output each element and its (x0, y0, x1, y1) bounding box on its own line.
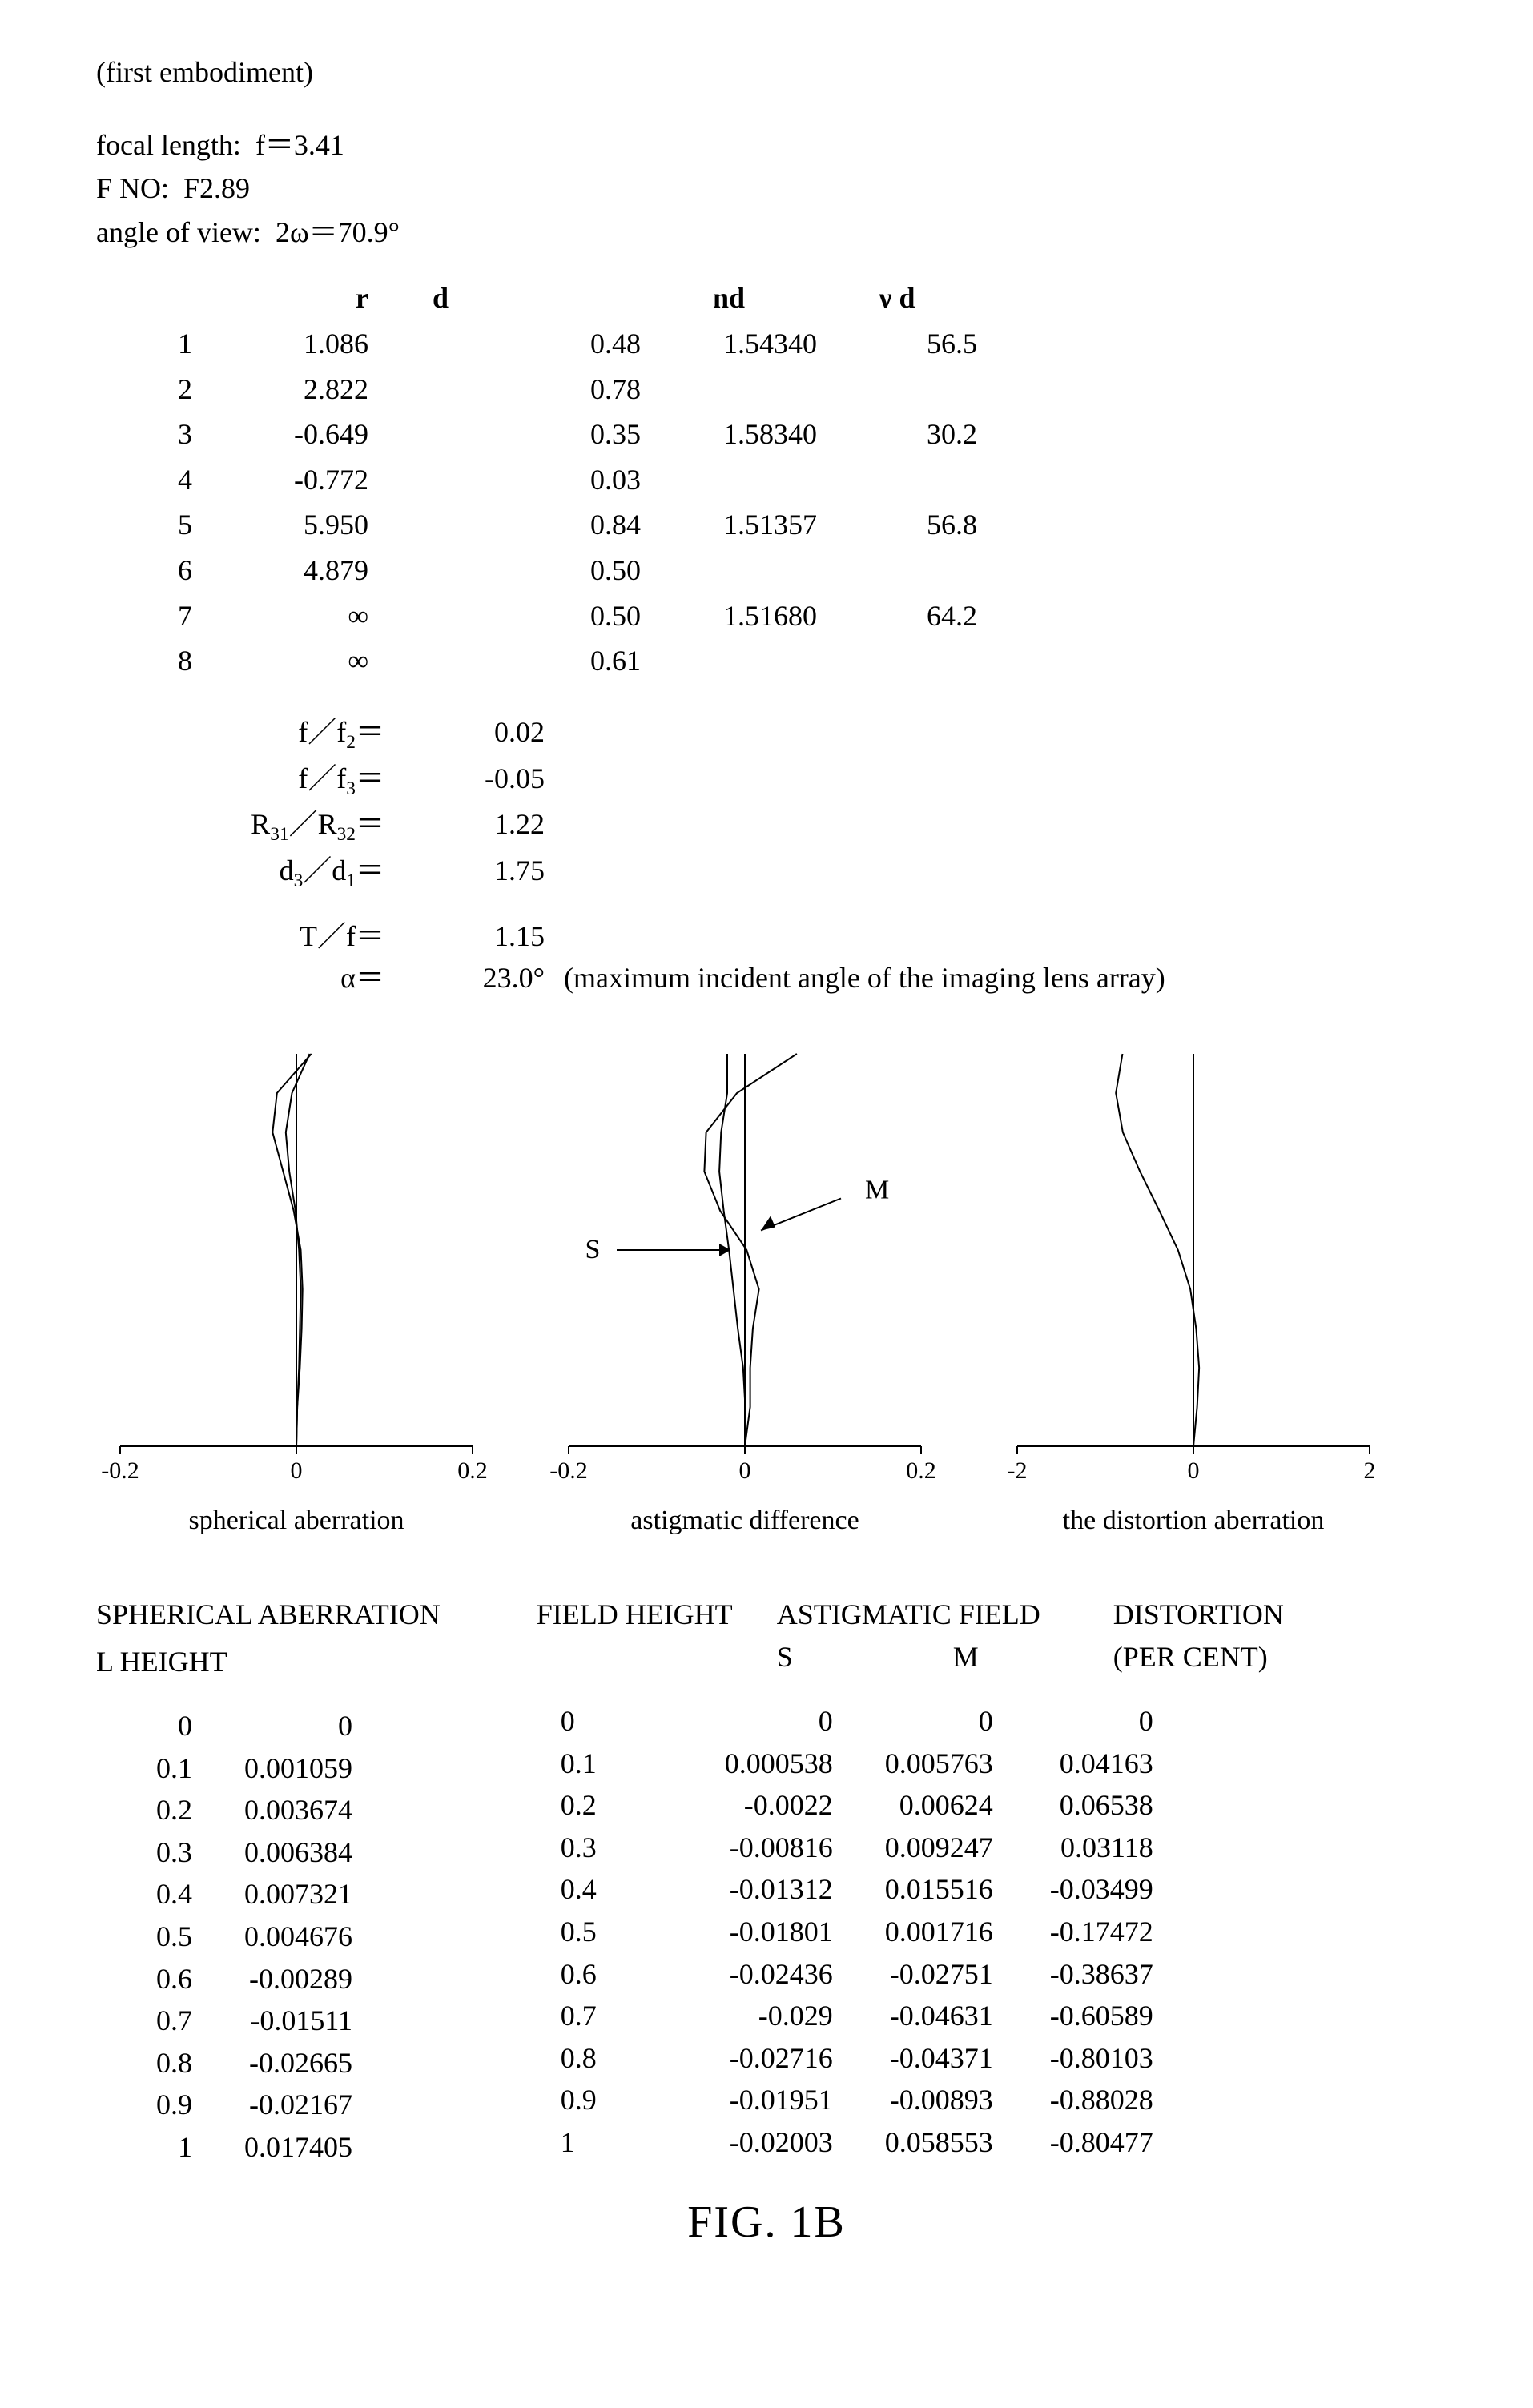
table-row: 11.0860.481.5434056.5 (96, 321, 977, 367)
table-row: 0.6-0.00289 (96, 1958, 352, 2000)
table-row: 0.8-0.02716-0.04371-0.80103 (537, 2037, 1153, 2080)
lens-data-table: r d nd ν d 11.0860.481.5434056.522.8220.… (96, 275, 977, 683)
sa-title1: SPHERICAL ABERRATION (96, 1595, 441, 1634)
focal-label: focal length: (96, 129, 241, 161)
afd-field-height: FIELD HEIGHT (537, 1595, 777, 1676)
distortion-caption: the distortion aberration (993, 1502, 1394, 1539)
aov-value: 2ω＝70.9° (276, 216, 400, 248)
ratio-r31-r32-label: R31／R32＝ (96, 805, 416, 848)
table-row: 00 (96, 1705, 352, 1747)
table-row: 0.20.003674 (96, 1789, 352, 1831)
table-row: 0.2-0.00220.006240.06538 (537, 1784, 1153, 1827)
aov-label: angle of view: (96, 216, 261, 248)
distortion-aberration-chart: -2 0 2 the distortion aberration (993, 1046, 1394, 1539)
table-row: 0.9-0.01951-0.00893-0.88028 (537, 2079, 1153, 2121)
table-row: 0.9-0.02167 (96, 2084, 352, 2126)
table-row: 1-0.020030.058553-0.80477 (537, 2121, 1153, 2164)
svg-text:0.2: 0.2 (906, 1457, 936, 1484)
f-number: F NO: F2.89 (96, 169, 1437, 208)
table-row: 0.40.007321 (96, 1873, 352, 1916)
table-row: 8∞0.61 (96, 638, 977, 684)
ratio-r31-r32-value: 1.22 (416, 805, 545, 844)
spherical-caption: spherical aberration (96, 1502, 497, 1539)
svg-text:-0.2: -0.2 (549, 1457, 588, 1484)
col-nd: nd (641, 275, 817, 321)
afd-m: M (953, 1638, 1113, 1677)
ratio-alpha-note: (maximum incident angle of the imaging l… (545, 959, 1165, 998)
table-row: 22.8220.78 (96, 367, 977, 412)
ratio-f-f2-value: 0.02 (416, 713, 545, 752)
col-vd: ν d (817, 275, 977, 321)
fno-label: F NO: (96, 172, 169, 204)
angle-of-view: angle of view: 2ω＝70.9° (96, 213, 1437, 252)
astigmatic-difference-chart: -0.2 0 0.2 S M astigmatic difference (545, 1046, 945, 1539)
table-row: 0000 (537, 1700, 1153, 1743)
svg-text:0.2: 0.2 (457, 1457, 488, 1484)
ratio-alpha-value: 23.0° (416, 959, 545, 998)
svg-text:0: 0 (739, 1457, 751, 1484)
col-d: d (368, 275, 641, 321)
ratio-alpha-label: α＝ (96, 959, 416, 998)
svg-text:-2: -2 (1008, 1457, 1028, 1484)
svg-text:0: 0 (291, 1457, 303, 1484)
ratio-f-f2-label: f／f2＝ (96, 713, 416, 756)
table-row: 0.30.006384 (96, 1831, 352, 1874)
table-row: 3-0.6490.351.5834030.2 (96, 412, 977, 457)
table-row: 64.8790.50 (96, 548, 977, 593)
astigmatic-distortion-table: FIELD HEIGHT ASTIGMATIC FIELD DISTORTION… (537, 1595, 1273, 2169)
charts-row: -0.2 0 0.2 spherical aberration -0.2 0 0.2 S M… (96, 1046, 1394, 1539)
data-tables: SPHERICAL ABERRATION L HEIGHT 000.10.001… (96, 1595, 1437, 2169)
svg-text:-0.2: -0.2 (101, 1457, 139, 1484)
table-row: 0.50.004676 (96, 1916, 352, 1958)
svg-text:S: S (585, 1235, 601, 1264)
table-row: 0.6-0.02436-0.02751-0.38637 (537, 1953, 1153, 1996)
focal-length: focal length: f＝3.41 (96, 126, 1437, 165)
sa-title2: L HEIGHT (96, 1642, 441, 1682)
fno-value: F2.89 (183, 172, 250, 204)
afd-astigmatic: ASTIGMATIC FIELD (777, 1595, 1113, 1634)
table-row: 10.017405 (96, 2126, 352, 2169)
astigmatic-caption: astigmatic difference (545, 1502, 945, 1539)
spherical-aberration-chart: -0.2 0 0.2 spherical aberration (96, 1046, 497, 1539)
ratio-d3-d1-value: 1.75 (416, 851, 545, 890)
ratio-d3-d1-label: d3／d1＝ (96, 851, 416, 894)
ratio-f-f3-value: -0.05 (416, 759, 545, 798)
table-row: 0.10.001059 (96, 1747, 352, 1790)
table-row: 7∞0.501.5168064.2 (96, 593, 977, 639)
ratio-f-f3-label: f／f3＝ (96, 759, 416, 802)
svg-text:M: M (865, 1176, 889, 1205)
afd-s: S (777, 1638, 953, 1677)
spherical-aberration-table: SPHERICAL ABERRATION L HEIGHT 000.10.001… (96, 1595, 441, 2169)
afd-distortion: DISTORTION (1113, 1595, 1273, 1634)
table-row: 0.3-0.008160.0092470.03118 (537, 1827, 1153, 1869)
table-row: 0.7-0.01511 (96, 2000, 352, 2042)
svg-text:2: 2 (1364, 1457, 1376, 1484)
table-row: 0.10.0005380.0057630.04163 (537, 1743, 1153, 1785)
table-row: 0.4-0.013120.015516-0.03499 (537, 1868, 1153, 1911)
table-row: 0.7-0.029-0.04631-0.60589 (537, 1995, 1153, 2037)
ratio-t-f-value: 1.15 (416, 917, 545, 956)
embodiment-label: (first embodiment) (96, 53, 1437, 92)
col-r: r (192, 275, 368, 321)
table-row: 0.5-0.018010.001716-0.17472 (537, 1911, 1153, 1953)
table-row: 0.8-0.02665 (96, 2042, 352, 2084)
afd-percent: (PER CENT) (1113, 1638, 1273, 1677)
ratio-block: f／f2＝0.02 f／f3＝-0.05 R31／R32＝1.22 d3／d1＝… (96, 713, 1437, 998)
svg-text:0: 0 (1188, 1457, 1200, 1484)
table-row: 4-0.7720.03 (96, 457, 977, 503)
figure-label: FIG. 1B (96, 2193, 1437, 2253)
ratio-t-f-label: T／f＝ (96, 917, 416, 956)
table-row: 55.9500.841.5135756.8 (96, 502, 977, 548)
focal-value: f＝3.41 (256, 129, 344, 161)
